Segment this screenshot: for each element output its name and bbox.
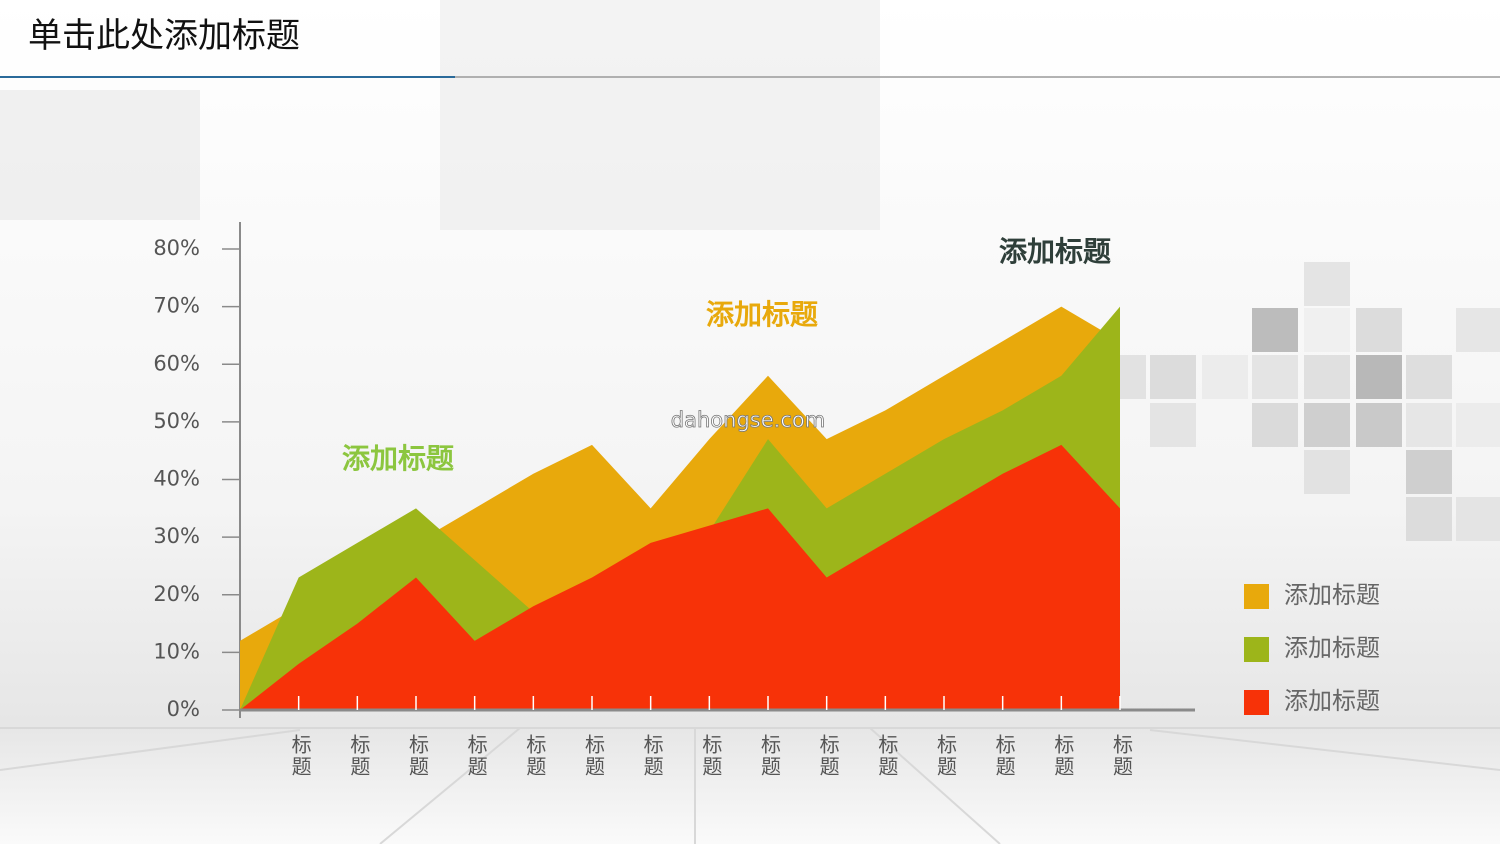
y-tick-label: 60% — [153, 351, 200, 375]
y-tick-label: 20% — [153, 582, 200, 606]
x-tick-label: 标题 — [1051, 734, 1075, 778]
annotation: 添加标题 — [706, 298, 818, 331]
x-tick-label: 标题 — [1110, 734, 1134, 778]
x-tick-label: 标题 — [464, 734, 488, 778]
y-tick-label: 40% — [153, 467, 200, 491]
legend-label: 添加标题 — [1284, 634, 1380, 662]
x-tick-label: 标题 — [816, 734, 840, 778]
watermark: dahongse.com — [671, 408, 825, 432]
y-tick-label: 30% — [153, 524, 200, 548]
x-tick-label: 标题 — [640, 734, 664, 778]
x-tick-label: 标题 — [934, 734, 958, 778]
y-tick-label: 0% — [167, 697, 200, 721]
x-tick-label: 标题 — [875, 734, 899, 778]
x-tick-label: 标题 — [406, 734, 430, 778]
legend-swatch — [1244, 637, 1269, 662]
annotation: 添加标题 — [342, 442, 454, 475]
annotation: 添加标题 — [999, 235, 1111, 268]
slide-title: 单击此处添加标题 — [28, 16, 300, 56]
x-tick-label: 标题 — [523, 734, 547, 778]
chart: 0%10%20%30%40%50%60%70%80%标题 标题 标题 标题 标题 标题 标题… — [153, 222, 1380, 778]
x-tick-label: 标题 — [347, 734, 371, 778]
legend-swatch — [1244, 584, 1269, 609]
y-tick-label: 10% — [153, 639, 200, 663]
x-tick-label: 标题 — [758, 734, 782, 778]
y-tick-label: 50% — [153, 409, 200, 433]
x-tick-label: 标题 — [288, 734, 312, 778]
area — [240, 444, 1120, 710]
tile-decoration — [1120, 262, 1500, 541]
legend-swatch — [1244, 690, 1269, 715]
legend-label: 添加标题 — [1284, 581, 1380, 609]
legend-label: 添加标题 — [1284, 687, 1380, 715]
map-decoration — [0, 0, 880, 230]
x-tick-label: 标题 — [699, 734, 723, 778]
x-tick-label: 标题 — [582, 734, 606, 778]
floor-grid — [0, 727, 1500, 845]
x-tick-label: 标题 — [992, 734, 1016, 778]
y-tick-label: 70% — [153, 294, 200, 318]
y-tick-label: 80% — [153, 236, 200, 260]
